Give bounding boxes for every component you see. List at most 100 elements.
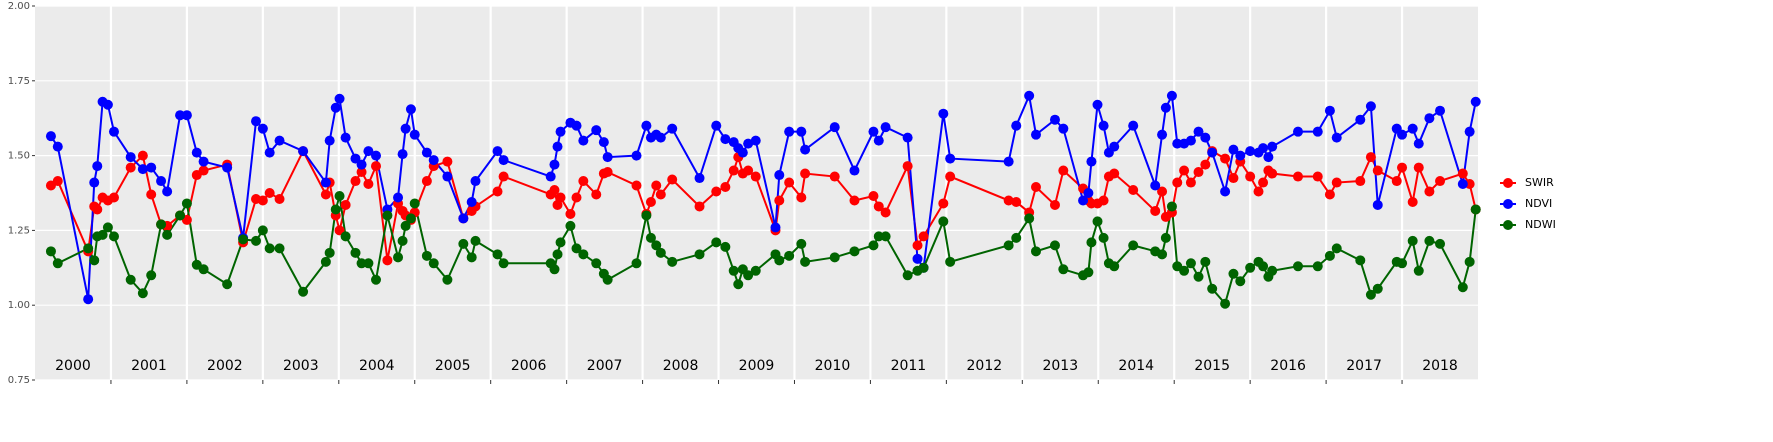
point bbox=[1424, 186, 1435, 197]
point bbox=[52, 141, 63, 152]
point bbox=[393, 252, 404, 263]
y-tick-label: 1.50 bbox=[8, 151, 30, 162]
point bbox=[743, 138, 754, 149]
point bbox=[694, 249, 705, 260]
point bbox=[631, 258, 642, 269]
point bbox=[1092, 216, 1103, 227]
point bbox=[198, 264, 209, 275]
point bbox=[324, 135, 335, 146]
point bbox=[1258, 177, 1269, 188]
year-label: 2007 bbox=[587, 358, 623, 374]
point bbox=[1365, 289, 1376, 300]
point bbox=[1331, 243, 1342, 254]
point bbox=[356, 159, 367, 170]
point bbox=[728, 165, 739, 176]
point bbox=[108, 126, 119, 137]
point bbox=[873, 231, 884, 242]
year-label: 2003 bbox=[283, 358, 319, 374]
point bbox=[641, 210, 652, 221]
point bbox=[571, 192, 582, 203]
point bbox=[175, 210, 186, 221]
point bbox=[1098, 120, 1109, 131]
point bbox=[1245, 146, 1256, 157]
point bbox=[442, 156, 453, 167]
point bbox=[1331, 132, 1342, 143]
point bbox=[750, 171, 761, 182]
point bbox=[918, 231, 929, 242]
point bbox=[350, 176, 361, 187]
point bbox=[743, 270, 754, 281]
point bbox=[552, 141, 563, 152]
point bbox=[298, 286, 309, 297]
point bbox=[156, 219, 167, 230]
point bbox=[1435, 105, 1446, 116]
point bbox=[1193, 126, 1204, 137]
point bbox=[1391, 176, 1402, 187]
point bbox=[945, 153, 956, 164]
point bbox=[298, 146, 309, 157]
point bbox=[555, 237, 566, 248]
point bbox=[549, 264, 560, 275]
point bbox=[750, 265, 761, 276]
point bbox=[400, 123, 411, 134]
point bbox=[667, 123, 678, 134]
point bbox=[363, 179, 374, 190]
point bbox=[591, 189, 602, 200]
point bbox=[1263, 152, 1274, 163]
point bbox=[498, 171, 509, 182]
y-tick-label: 1.00 bbox=[8, 300, 30, 311]
point bbox=[397, 149, 408, 160]
year-label: 2000 bbox=[55, 358, 91, 374]
point bbox=[1372, 283, 1383, 294]
point bbox=[1220, 298, 1231, 309]
point bbox=[1030, 182, 1041, 193]
point bbox=[784, 177, 795, 188]
point bbox=[421, 176, 432, 187]
point bbox=[137, 288, 148, 299]
point bbox=[1293, 126, 1304, 137]
point bbox=[257, 225, 268, 236]
point bbox=[350, 247, 361, 258]
point bbox=[945, 256, 956, 267]
point bbox=[873, 135, 884, 146]
point bbox=[552, 249, 563, 260]
point bbox=[421, 250, 432, 261]
point bbox=[774, 255, 785, 266]
point bbox=[1193, 167, 1204, 178]
point bbox=[1179, 165, 1190, 176]
point bbox=[796, 238, 807, 249]
point bbox=[409, 129, 420, 140]
point bbox=[162, 186, 173, 197]
point bbox=[1407, 235, 1418, 246]
point bbox=[1030, 246, 1041, 257]
point bbox=[631, 180, 642, 191]
year-label: 2017 bbox=[1346, 358, 1382, 374]
point bbox=[1220, 153, 1231, 164]
point bbox=[371, 150, 382, 161]
point bbox=[1235, 150, 1246, 161]
point bbox=[1435, 176, 1446, 187]
point bbox=[1413, 138, 1424, 149]
point bbox=[405, 104, 416, 115]
year-label: 2008 bbox=[663, 358, 699, 374]
point bbox=[162, 229, 173, 240]
point bbox=[800, 168, 811, 179]
point bbox=[1245, 262, 1256, 273]
point bbox=[83, 294, 94, 305]
point bbox=[1150, 180, 1161, 191]
point bbox=[645, 196, 656, 207]
point bbox=[1011, 196, 1022, 207]
y-tick-label: 1.75 bbox=[8, 76, 30, 87]
point bbox=[1435, 238, 1446, 249]
point bbox=[1049, 199, 1060, 210]
point bbox=[382, 210, 393, 221]
point bbox=[382, 255, 393, 266]
point bbox=[1179, 265, 1190, 276]
point bbox=[1172, 138, 1183, 149]
point bbox=[52, 176, 63, 187]
point bbox=[552, 199, 563, 210]
point bbox=[1312, 126, 1323, 137]
point bbox=[849, 246, 860, 257]
year-label: 2006 bbox=[511, 358, 547, 374]
point bbox=[1413, 162, 1424, 173]
